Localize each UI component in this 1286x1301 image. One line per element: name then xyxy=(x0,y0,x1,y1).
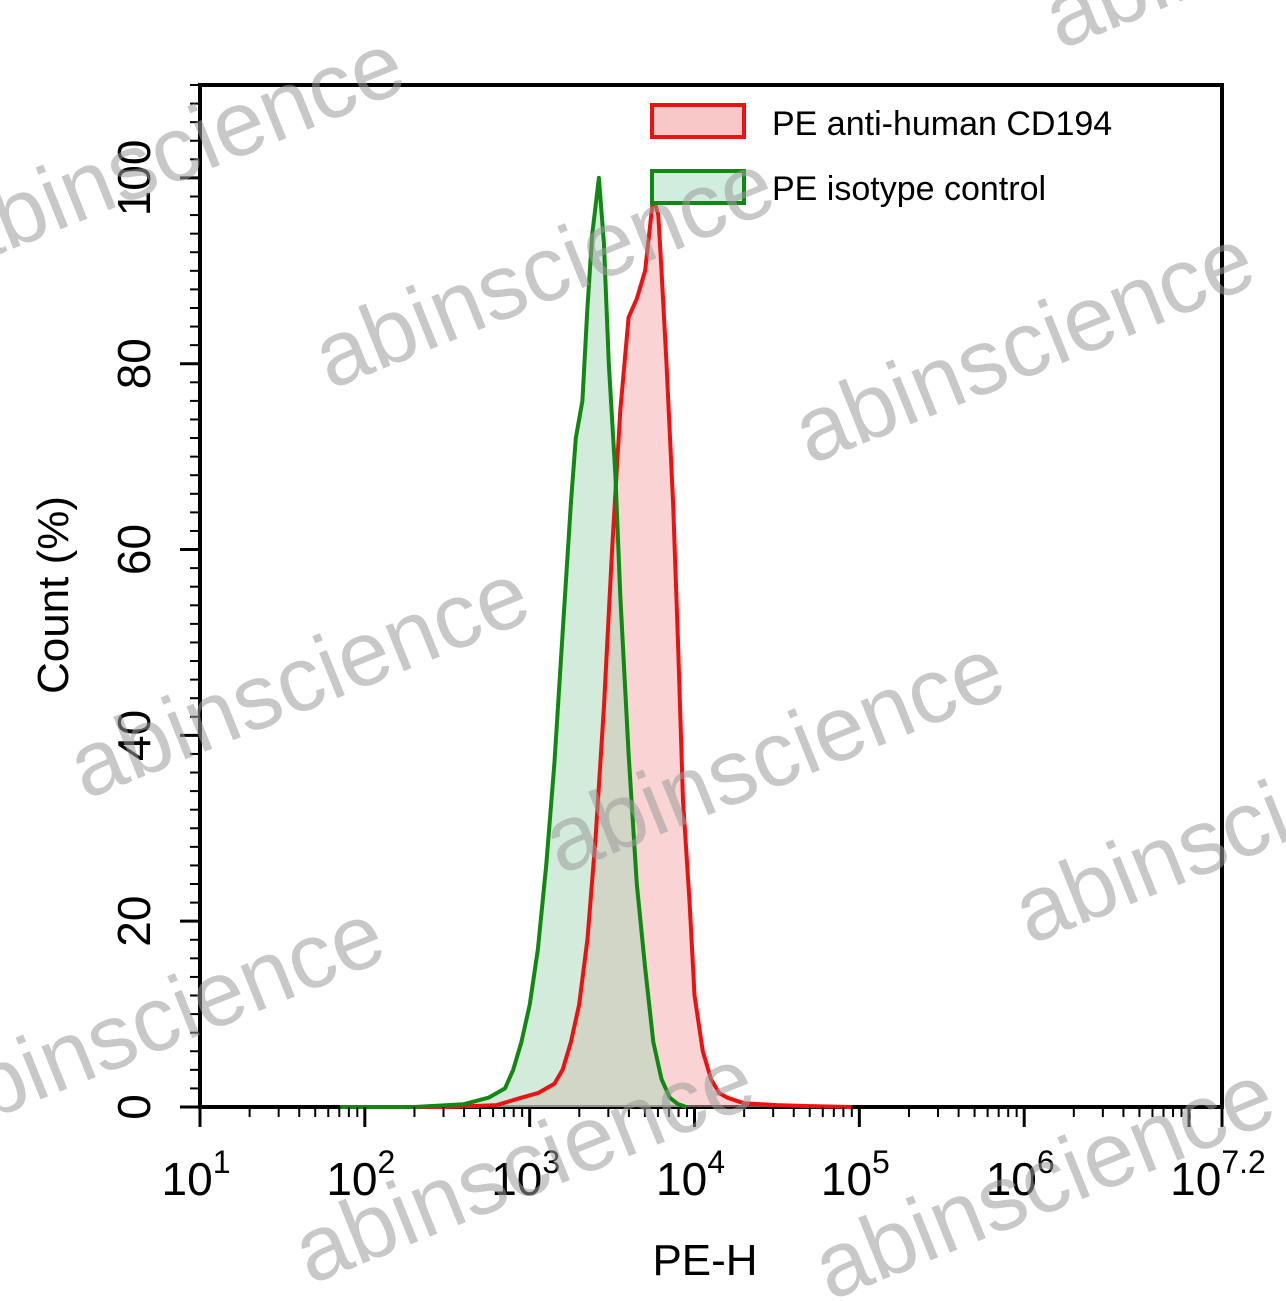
legend-swatch-isotype xyxy=(650,169,746,205)
series-line-0 xyxy=(356,194,852,1109)
legend-swatch-cd194 xyxy=(650,103,746,139)
x-tick-label: 107.2 xyxy=(1170,1144,1266,1205)
legend-label-isotype: PE isotype control xyxy=(772,170,1046,208)
x-tick-label: 103 xyxy=(491,1144,560,1205)
series-layer xyxy=(340,175,852,1109)
series-area-1 xyxy=(340,177,687,1107)
x-tick-label: 104 xyxy=(656,1144,725,1205)
x-axis: 101 102 103 104 105 106 107.2 xyxy=(162,1107,1266,1205)
watermark-text: abinscience xyxy=(1029,0,1286,69)
x-tick-label: 106 xyxy=(986,1144,1055,1205)
legend: PE anti-human CD194 PE isotype control xyxy=(650,103,1112,208)
series-line-1 xyxy=(340,175,687,1109)
y-tick-label: 60 xyxy=(108,524,160,575)
y-tick-label: 20 xyxy=(108,896,160,947)
y-tick-label: 0 xyxy=(108,1094,160,1120)
x-tick-label: 105 xyxy=(821,1144,890,1205)
y-axis-title: Count (%) xyxy=(29,496,78,694)
x-axis-title: PE-H xyxy=(652,1236,757,1285)
legend-label-cd194: PE anti-human CD194 xyxy=(772,105,1112,143)
plot-frame xyxy=(198,83,1224,1109)
x-tick-label: 101 xyxy=(162,1144,231,1205)
plot-area xyxy=(198,83,1224,1109)
x-tick-label: 102 xyxy=(326,1144,395,1205)
y-tick-label: 80 xyxy=(108,338,160,389)
y-axis: 0 20 40 60 80 100 xyxy=(108,84,200,1120)
y-tick-label: 40 xyxy=(108,710,160,761)
y-tick-label: 100 xyxy=(108,140,160,217)
